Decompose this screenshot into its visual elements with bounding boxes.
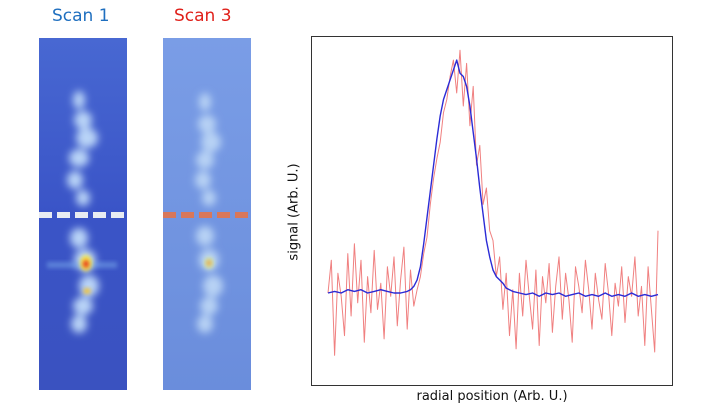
scan-1-title: Scan 1 (52, 6, 110, 26)
scan-1-image (39, 38, 127, 390)
series-line-raw (327, 49, 659, 356)
scan-3-beam-upper (195, 93, 221, 206)
line-chart (327, 49, 659, 356)
scan-1-hotspots (80, 255, 92, 294)
scan-3-hotspot (204, 257, 214, 269)
scan-3-title: Scan 3 (174, 6, 232, 26)
y-axis-label: signal (Arb. U.) (286, 163, 302, 261)
chart-plot-area (311, 36, 673, 386)
scan-3-heatmap (163, 38, 251, 390)
x-axis-label: radial position (Arb. U.) (416, 389, 568, 404)
scan-1-beam-upper (67, 91, 98, 206)
scan-1-heatmap (39, 38, 127, 390)
series-line-smoothed (327, 59, 659, 297)
scan-3-image (163, 38, 251, 390)
